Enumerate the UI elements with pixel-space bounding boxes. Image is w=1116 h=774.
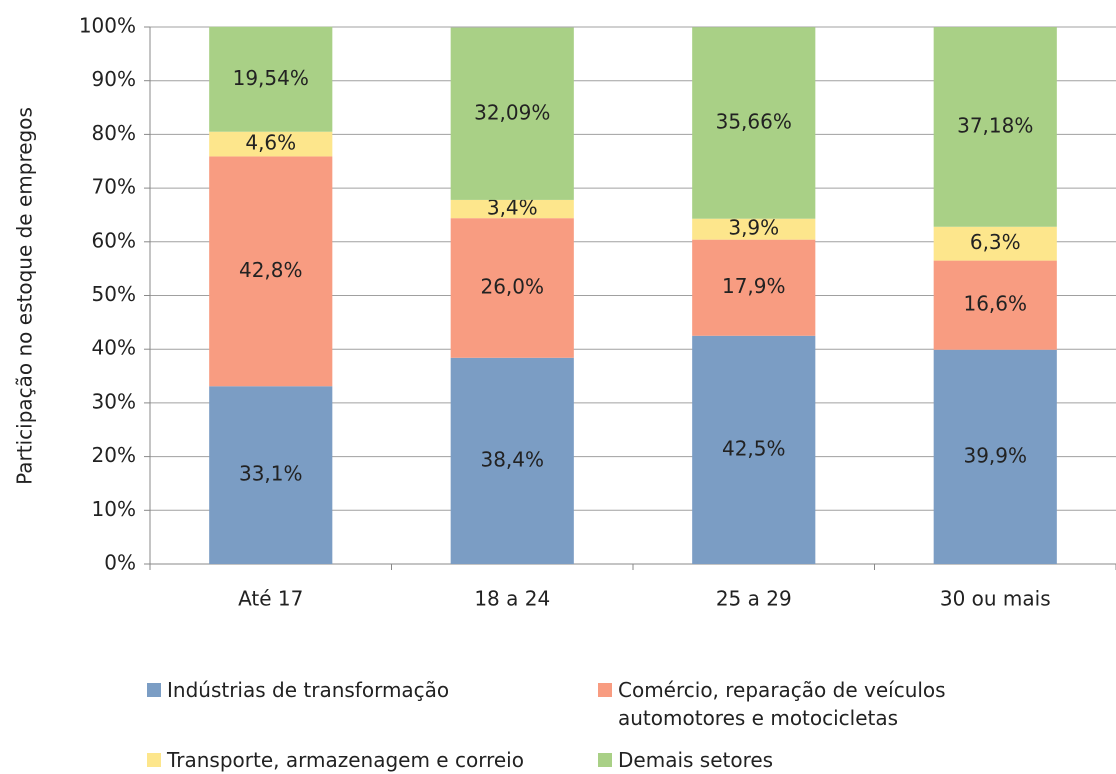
bar-segment [933,27,1057,227]
x-tick-label: 30 ou mais [940,587,1051,611]
y-tick-label: 70% [92,175,136,199]
bar-segment [450,357,574,564]
y-axis-label: Participação no estoque de empregos [13,107,37,485]
bar-segment [933,260,1057,350]
data-label: 16,6% [963,292,1027,316]
y-tick-label: 30% [92,389,136,413]
data-label: 37,18% [957,113,1033,137]
legend-label: Indústrias de transformação [167,678,450,702]
bar-segment [209,131,333,157]
y-tick-label: 90% [92,67,136,91]
y-tick-label: 80% [92,121,136,145]
legend-item: Indústrias de transformação [147,676,587,704]
bar-segment [933,226,1057,261]
bar-segment [692,27,816,219]
bar-segment [209,156,333,387]
data-label: 39,9% [963,443,1027,467]
legend-label: Demais setores [618,748,774,772]
x-tick-label: 18 a 24 [474,587,550,611]
legend-item: Demais setores [598,746,998,774]
bar-segment [692,335,816,564]
data-label: 38,4% [480,447,544,471]
legend-swatch [598,753,612,767]
bar-segment [450,27,574,200]
legend-item: Transporte, armazenagem e correio [147,746,587,774]
data-label: 17,9% [722,274,786,298]
y-tick-label: 0% [104,551,136,575]
data-label: 4,6% [245,131,296,155]
y-tick-label: 60% [92,228,136,252]
bar-segment [692,239,816,336]
data-label: 6,3% [970,230,1021,254]
y-tick-label: 20% [92,443,136,467]
y-tick-label: 10% [92,497,136,521]
data-label: 19,54% [233,66,309,90]
bar-segment [450,218,574,358]
data-label: 26,0% [480,274,544,298]
y-tick-label: 40% [92,336,136,360]
legend-item: Comércio, reparação de veículos automoto… [598,676,998,732]
x-tick-label: Até 17 [238,587,303,611]
data-label: 42,5% [722,436,786,460]
legend-swatch [147,753,161,767]
legend-swatch [147,683,161,697]
data-label: 35,66% [716,109,792,133]
bar-segment [209,386,333,564]
legend-swatch [598,683,612,697]
y-tick-label: 50% [92,282,136,306]
bar-segment [933,349,1057,564]
data-label: 32,09% [474,100,550,124]
bar-segment [692,218,816,240]
bar-segment [450,199,574,219]
data-label: 33,1% [239,462,303,486]
bar-segment [209,26,333,132]
x-tick-label: 25 a 29 [716,587,792,611]
y-tick-label: 100% [79,14,136,38]
legend-label: Comércio, reparação de veículos automoto… [618,678,946,730]
data-label: 3,9% [728,216,779,240]
data-label: 42,8% [239,258,303,282]
legend-label: Transporte, armazenagem e correio [167,748,524,772]
